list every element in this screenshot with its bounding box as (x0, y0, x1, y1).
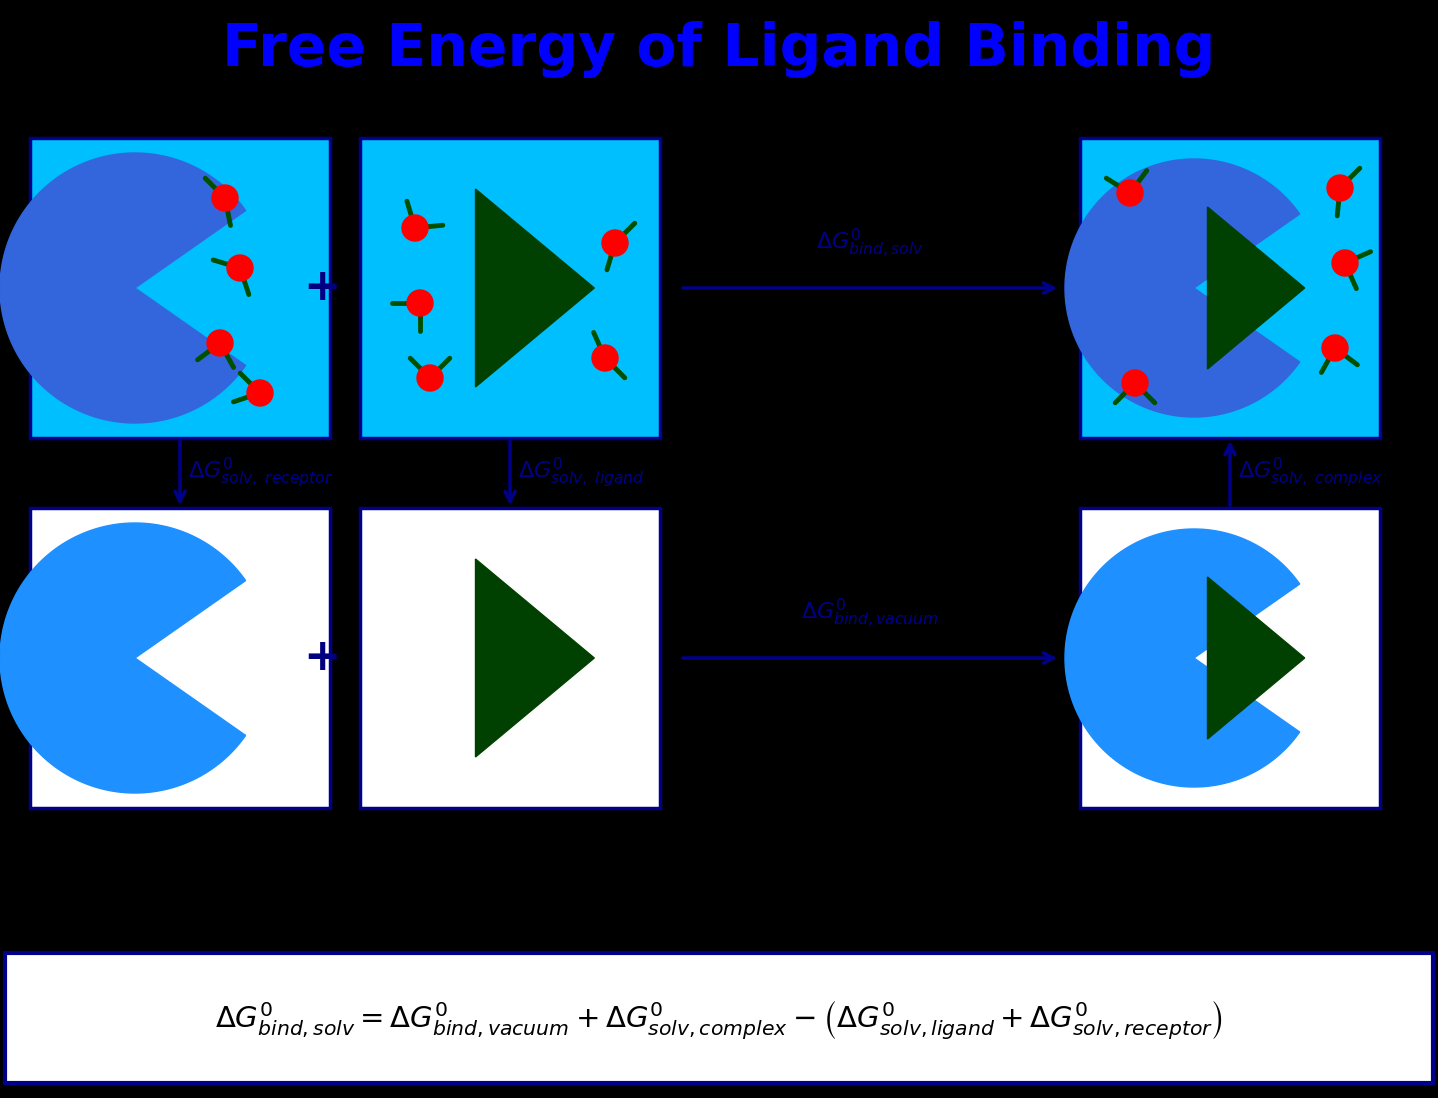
Circle shape (1327, 175, 1353, 201)
Bar (30, 138, 329, 438)
Polygon shape (1208, 208, 1304, 369)
Circle shape (403, 215, 429, 240)
Bar (1080, 508, 1380, 808)
Polygon shape (476, 559, 594, 757)
Text: $\Delta G^0_{solv,\ ligand}$: $\Delta G^0_{solv,\ ligand}$ (518, 456, 644, 490)
Circle shape (407, 290, 433, 316)
Text: +: + (303, 267, 341, 310)
Circle shape (603, 229, 628, 256)
Bar (4, 953, 1434, 1083)
Text: $\Delta G^0_{solv,\ receptor}$: $\Delta G^0_{solv,\ receptor}$ (188, 456, 334, 490)
Text: $\Delta G^0_{solv,\ complex}$: $\Delta G^0_{solv,\ complex}$ (1238, 456, 1383, 490)
Text: +: + (303, 637, 341, 680)
Polygon shape (0, 153, 246, 423)
Circle shape (1322, 335, 1347, 361)
Polygon shape (0, 523, 246, 793)
Text: $\Delta G^0_{bind,vacuum}$: $\Delta G^0_{bind,vacuum}$ (801, 596, 939, 630)
Bar (360, 508, 660, 808)
Bar (1080, 138, 1380, 438)
Circle shape (1332, 250, 1357, 276)
Bar (360, 138, 660, 438)
Polygon shape (476, 189, 594, 386)
Bar (30, 508, 329, 808)
Text: $\Delta G^0_{bind,solv}$: $\Delta G^0_{bind,solv}$ (817, 226, 923, 260)
Circle shape (247, 380, 273, 406)
Circle shape (592, 345, 618, 371)
Circle shape (1122, 370, 1148, 396)
Text: Free Energy of Ligand Binding: Free Energy of Ligand Binding (223, 22, 1215, 78)
Polygon shape (1208, 578, 1304, 739)
Text: $\Delta G^0_{bind,solv} = \Delta G^0_{bind,vacuum} + \Delta G^0_{solv,complex} -: $\Delta G^0_{bind,solv} = \Delta G^0_{bi… (216, 998, 1222, 1042)
Polygon shape (1066, 529, 1300, 787)
Circle shape (211, 184, 239, 211)
Circle shape (207, 330, 233, 356)
Circle shape (1117, 180, 1143, 206)
Circle shape (417, 365, 443, 391)
Circle shape (227, 255, 253, 281)
Polygon shape (1066, 159, 1300, 417)
